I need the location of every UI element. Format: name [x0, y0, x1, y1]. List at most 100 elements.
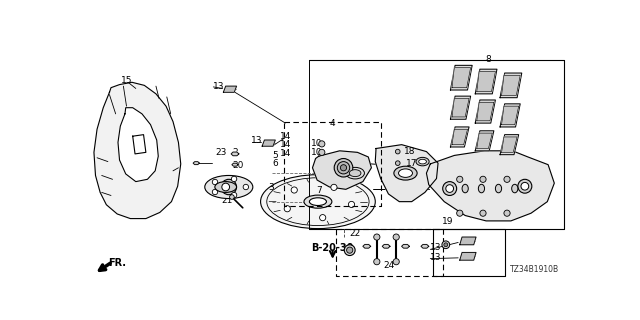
Circle shape	[331, 184, 337, 190]
Circle shape	[231, 192, 237, 198]
Circle shape	[284, 206, 291, 212]
Polygon shape	[262, 140, 275, 146]
Ellipse shape	[349, 170, 361, 177]
Text: 24: 24	[384, 261, 395, 270]
Circle shape	[444, 243, 448, 247]
Polygon shape	[476, 69, 497, 94]
Text: FR.: FR.	[108, 258, 126, 268]
Circle shape	[212, 189, 218, 195]
Circle shape	[396, 149, 400, 154]
Text: 18: 18	[404, 147, 415, 156]
Ellipse shape	[309, 198, 326, 205]
Circle shape	[347, 247, 353, 253]
Ellipse shape	[416, 157, 429, 166]
Circle shape	[480, 210, 486, 216]
Ellipse shape	[260, 175, 375, 228]
Polygon shape	[477, 102, 494, 121]
Polygon shape	[476, 100, 495, 123]
Text: 15: 15	[121, 76, 132, 85]
Polygon shape	[402, 244, 410, 248]
Polygon shape	[502, 137, 517, 152]
Ellipse shape	[511, 184, 518, 193]
Polygon shape	[502, 75, 520, 95]
Polygon shape	[232, 163, 238, 166]
Polygon shape	[231, 152, 239, 156]
Polygon shape	[118, 108, 158, 182]
Polygon shape	[500, 104, 520, 127]
Circle shape	[291, 187, 298, 193]
Circle shape	[443, 182, 457, 196]
Circle shape	[480, 176, 486, 182]
Circle shape	[231, 176, 237, 182]
Circle shape	[446, 185, 454, 192]
Polygon shape	[477, 71, 495, 92]
Polygon shape	[476, 131, 494, 151]
Polygon shape	[452, 99, 469, 117]
Text: 13: 13	[250, 136, 262, 145]
Ellipse shape	[462, 184, 468, 193]
Text: 13: 13	[430, 252, 442, 261]
Polygon shape	[451, 65, 472, 90]
Polygon shape	[452, 129, 467, 145]
Text: 21: 21	[222, 196, 233, 204]
Text: 14: 14	[280, 132, 291, 141]
Text: 13: 13	[213, 83, 225, 92]
Polygon shape	[375, 145, 438, 202]
Ellipse shape	[205, 175, 253, 198]
Ellipse shape	[304, 195, 332, 208]
Ellipse shape	[495, 184, 502, 193]
Ellipse shape	[215, 182, 237, 192]
Circle shape	[222, 183, 230, 191]
Polygon shape	[500, 135, 518, 155]
Circle shape	[504, 176, 510, 182]
Circle shape	[442, 241, 450, 249]
Circle shape	[521, 182, 529, 190]
Text: 6: 6	[272, 159, 278, 168]
Polygon shape	[451, 127, 469, 147]
Text: 14: 14	[280, 140, 291, 149]
Text: 20: 20	[233, 161, 244, 170]
Polygon shape	[223, 86, 237, 92]
Polygon shape	[421, 244, 429, 248]
Ellipse shape	[394, 166, 417, 180]
Polygon shape	[460, 237, 476, 245]
Circle shape	[396, 161, 400, 165]
Circle shape	[457, 210, 463, 216]
Polygon shape	[94, 82, 180, 219]
Polygon shape	[460, 252, 476, 260]
Polygon shape	[426, 151, 554, 221]
Text: 13: 13	[430, 243, 442, 252]
Circle shape	[319, 149, 325, 156]
Text: 2: 2	[233, 148, 238, 157]
Text: 3: 3	[268, 182, 274, 191]
Circle shape	[518, 179, 532, 193]
Circle shape	[374, 234, 380, 240]
Polygon shape	[502, 106, 518, 124]
Polygon shape	[193, 162, 199, 164]
Polygon shape	[312, 151, 371, 189]
Text: 5: 5	[272, 151, 278, 160]
Circle shape	[457, 176, 463, 182]
Polygon shape	[382, 244, 390, 248]
Circle shape	[319, 215, 326, 221]
Text: 10: 10	[311, 140, 323, 148]
Text: 23: 23	[216, 148, 227, 157]
Polygon shape	[500, 73, 522, 98]
Circle shape	[348, 201, 355, 208]
Circle shape	[340, 165, 347, 171]
Text: TZ34B1910B: TZ34B1910B	[510, 265, 559, 274]
Circle shape	[230, 195, 234, 199]
Circle shape	[344, 245, 355, 256]
Polygon shape	[132, 135, 146, 154]
Circle shape	[334, 158, 353, 177]
Ellipse shape	[346, 167, 364, 179]
Circle shape	[212, 179, 218, 185]
Polygon shape	[363, 244, 371, 248]
Polygon shape	[451, 96, 470, 119]
Text: 10: 10	[311, 148, 323, 157]
Text: 7: 7	[316, 186, 322, 195]
Ellipse shape	[419, 159, 426, 164]
Text: 22: 22	[349, 229, 361, 238]
Text: 19: 19	[442, 217, 453, 226]
Text: 8: 8	[485, 55, 491, 64]
